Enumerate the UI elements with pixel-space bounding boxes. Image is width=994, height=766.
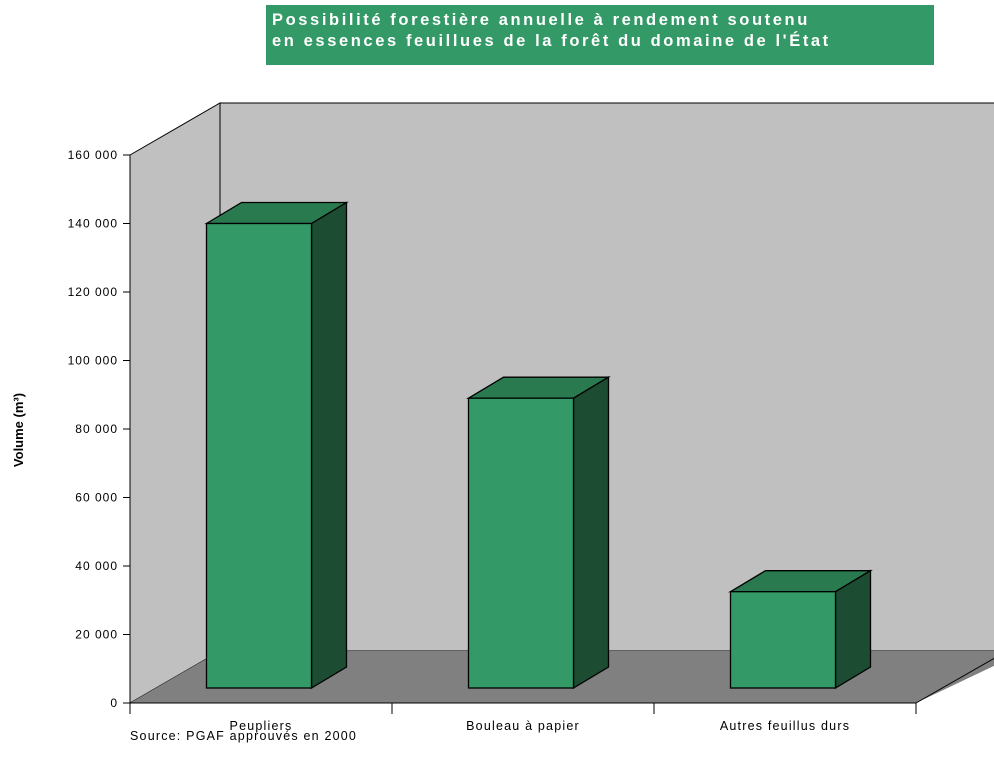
y-tick-label: 0	[110, 696, 118, 710]
y-axis: 0 20 000 40 000 60 000 80 000 100 000 120 000 1…	[68, 148, 131, 710]
bar-side	[310, 201, 348, 690]
x-axis: Peupliers Bouleau à papier Autres feuillus…	[129, 702, 917, 733]
bar-2	[466, 376, 611, 690]
bar-front	[467, 397, 575, 689]
chart-title-line-2: en essences feuillues de la forêt du dom…	[272, 32, 831, 50]
y-tick-label: 100 000	[68, 354, 118, 368]
bar-series	[204, 201, 873, 690]
chart-title: Possibilité forestière annuelle à rendem…	[266, 5, 934, 65]
y-tick-label: 140 000	[68, 217, 118, 231]
bar-front	[205, 222, 313, 689]
chart-title-line-1: Possibilité forestière annuelle à rendem…	[272, 11, 810, 29]
bar-front	[729, 591, 837, 689]
bar-side	[834, 569, 872, 690]
source-note: Source: PGAF approuvés en 2000	[130, 729, 357, 743]
y-tick-label: 40 000	[75, 559, 118, 573]
bar-3	[728, 569, 873, 690]
x-tick-label: Autres feuillus durs	[720, 719, 850, 733]
y-tick-label: 80 000	[75, 422, 118, 436]
bar-1	[204, 201, 349, 690]
floor-edge	[915, 657, 994, 704]
y-tick-label: 120 000	[68, 285, 118, 299]
bar-side	[572, 376, 610, 690]
x-tick-label: Peupliers	[230, 719, 293, 733]
y-tick-label: 20 000	[75, 628, 118, 642]
y-tick-label: 160 000	[68, 148, 118, 162]
y-tick-label: 60 000	[75, 491, 118, 505]
x-tick-label: Bouleau à papier	[466, 719, 580, 733]
y-axis-label: Volume (m³)	[11, 393, 26, 467]
